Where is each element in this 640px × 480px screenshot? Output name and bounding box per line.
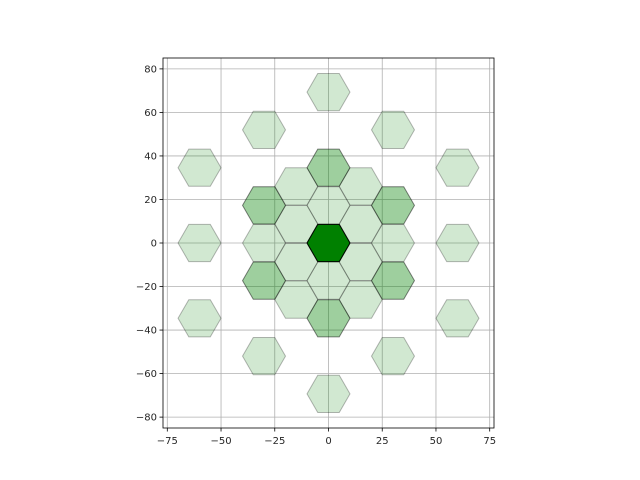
hexagon-point-25	[435, 148, 480, 187]
hexagon-point-30	[177, 223, 222, 263]
hexagon-point-19	[306, 73, 351, 112]
y-tick-label: −80	[136, 413, 157, 424]
hexagon-point-16	[274, 280, 319, 319]
y-tick-label: 80	[144, 64, 157, 75]
hexagon-point-7	[306, 148, 351, 187]
x-tick-label: 50	[430, 436, 443, 447]
hexagon-point-17	[370, 223, 416, 263]
hexagon-point-20	[306, 374, 351, 413]
y-tick-label: −20	[136, 282, 157, 293]
hexagon-point-10	[370, 261, 416, 300]
hexagon-point-13	[338, 167, 383, 206]
hexagon-point-5	[274, 204, 319, 244]
hexagon-point-15	[338, 280, 383, 319]
hexagon-point-21	[370, 110, 416, 149]
hexagon-point-0	[306, 223, 351, 263]
y-tick-label: 0	[151, 239, 157, 250]
hexagon-point-3	[338, 204, 383, 244]
hexagon-point-26	[177, 148, 222, 187]
hexagon-point-4	[338, 242, 383, 282]
hexagon-point-12	[241, 261, 287, 300]
x-tick-label: 25	[376, 436, 389, 447]
x-tick-label: 0	[325, 436, 331, 447]
axis-ticks: −75 −50 −25 0 25 50 75 −80 −60 −40 −20 0 20 40 60 80	[136, 64, 496, 447]
x-tick-label: −50	[210, 436, 231, 447]
hexagon-point-9	[370, 186, 416, 225]
y-tick-label: 20	[144, 195, 157, 206]
hexagon-point-22	[241, 110, 287, 149]
hexagon-point-2	[306, 261, 351, 300]
y-tick-label: −40	[136, 326, 157, 337]
hexagon-point-8	[306, 299, 351, 338]
y-tick-label: 60	[144, 108, 157, 119]
hexagon-point-6	[274, 242, 319, 282]
hexagon-point-11	[241, 186, 287, 225]
hexagon-point-14	[274, 167, 319, 206]
hexagon-markers	[177, 73, 480, 413]
grid-lines	[163, 58, 494, 428]
x-tick-label: 75	[483, 436, 496, 447]
hexagon-point-18	[241, 223, 287, 263]
x-tick-label: −75	[157, 436, 178, 447]
hexagon-point-28	[177, 299, 222, 338]
hexagon-point-24	[241, 337, 287, 376]
hexagon-point-27	[435, 299, 480, 338]
y-tick-label: 40	[144, 151, 157, 162]
hexagon-point-1	[306, 186, 351, 225]
hexagon-point-29	[435, 223, 480, 263]
x-tick-label: −25	[264, 436, 285, 447]
hexagon-point-23	[370, 337, 416, 376]
y-tick-label: −60	[136, 369, 157, 380]
